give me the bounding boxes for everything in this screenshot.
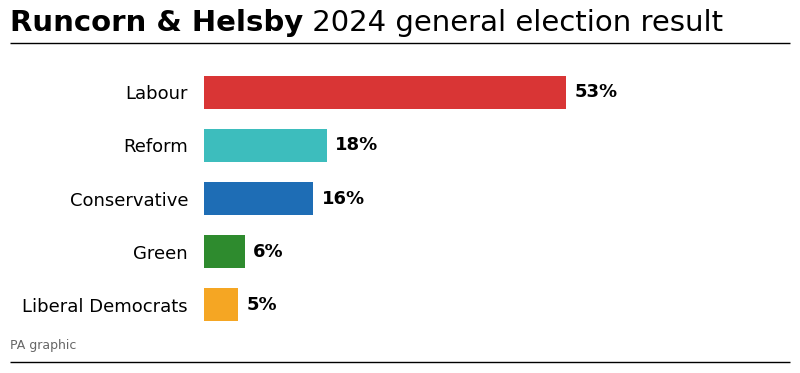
Text: 2024 general election result: 2024 general election result [303,9,723,37]
Bar [204,76,566,109]
Bar [204,235,245,268]
Text: 18%: 18% [335,137,378,154]
Text: 6%: 6% [253,243,284,261]
Text: Runcorn & Helsby: Runcorn & Helsby [10,9,303,37]
Bar [204,288,238,322]
Bar [204,129,327,162]
Text: 53%: 53% [574,83,618,101]
Bar [204,182,314,215]
Text: 16%: 16% [322,189,365,208]
Text: 5%: 5% [246,296,277,314]
Text: PA graphic: PA graphic [10,339,76,352]
